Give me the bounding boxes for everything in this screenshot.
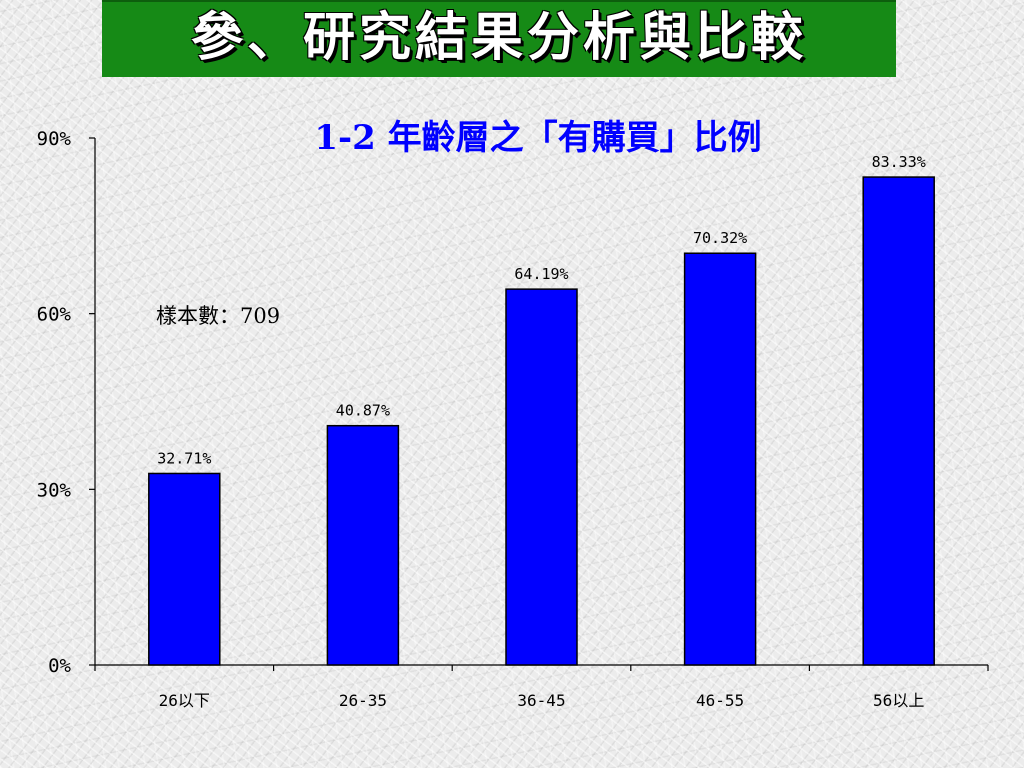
category-label: 36-45 — [517, 691, 565, 710]
slide-title: 參、研究結果分析與比較 — [190, 7, 807, 68]
y-tick-label: 90% — [37, 128, 72, 150]
bar — [683, 252, 757, 666]
chart-title: 1-2 年齡層之「有購買」比例 — [314, 118, 761, 158]
bar — [862, 176, 935, 666]
y-tick-label: 0% — [48, 655, 71, 677]
header-banner: 參、研究結果分析與比較 — [102, 0, 896, 77]
axis-ticks: 0% 30% 60% 90% — [37, 128, 989, 677]
data-label: 40.87% — [336, 402, 390, 420]
data-label: 70.32% — [693, 229, 747, 247]
sample-size-annotation: 樣本數：709 — [156, 304, 280, 328]
bar — [148, 472, 221, 666]
data-label: 64.19% — [514, 265, 568, 283]
data-label: 32.71% — [157, 449, 211, 467]
category-label: 46-55 — [696, 691, 744, 710]
category-label: 26以下 — [159, 691, 210, 710]
data-label: 83.33% — [872, 153, 926, 171]
bars — [148, 176, 935, 666]
bar — [326, 424, 400, 666]
data-labels: 32.71% 26以下 40.87% 26-35 64.19% 36-45 70.32% 46… — [157, 153, 926, 710]
bar — [505, 288, 578, 666]
category-label: 56以上 — [873, 691, 924, 710]
category-label: 26-35 — [339, 691, 387, 710]
y-tick-label: 60% — [37, 304, 72, 326]
y-tick-label: 30% — [37, 479, 72, 501]
